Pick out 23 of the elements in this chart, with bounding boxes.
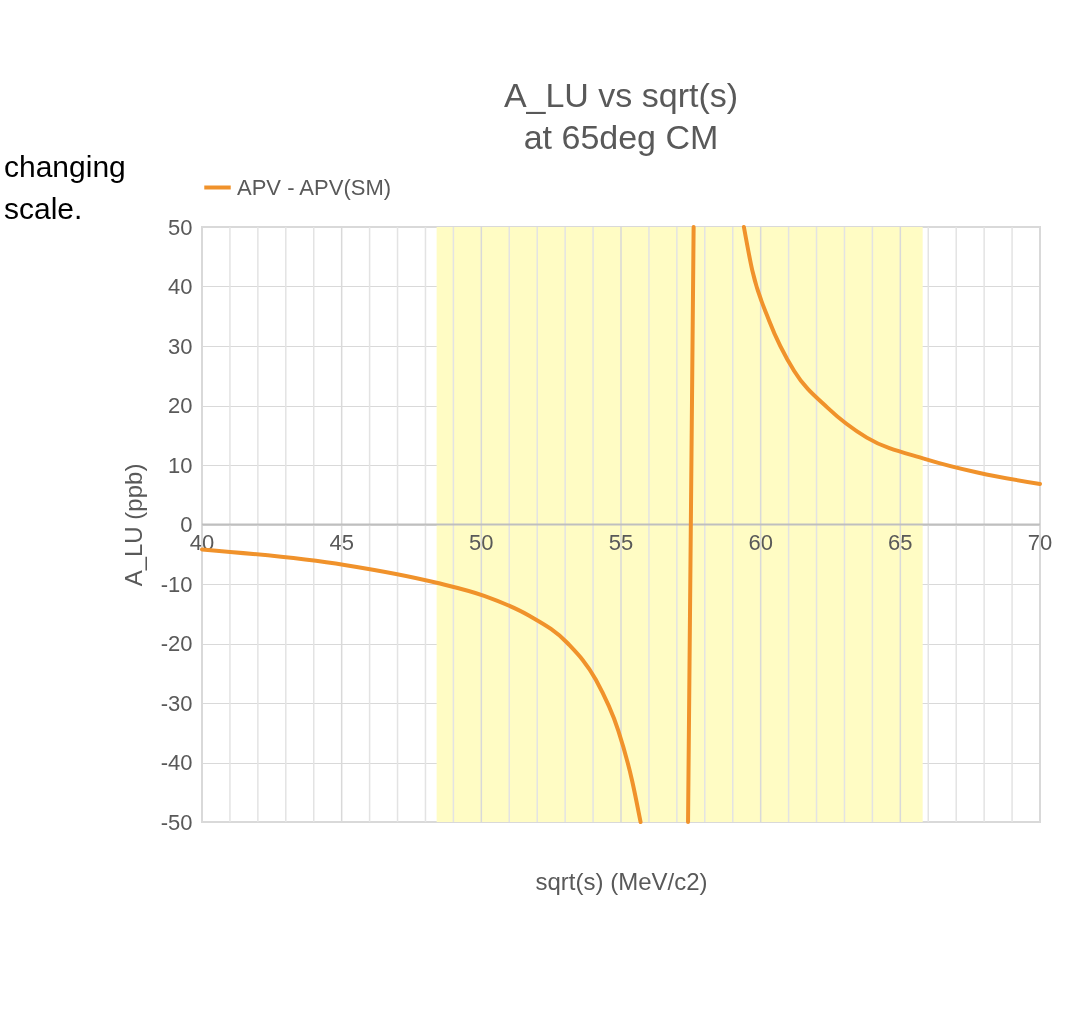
- y-tick-label: 0: [180, 512, 193, 537]
- x-tick-label: 65: [888, 529, 913, 555]
- legend-label: APV - APV(SM): [237, 174, 392, 200]
- y-tick-label: -40: [160, 750, 193, 775]
- x-tick-label: 50: [469, 529, 494, 555]
- y-tick-label: 50: [168, 214, 193, 240]
- y-tick-label: -20: [160, 631, 193, 656]
- x-tick-label: 55: [608, 529, 634, 555]
- y-tick-label: -10: [160, 571, 193, 597]
- x-tick-label: 45: [329, 529, 354, 555]
- y-tick-label: 40: [168, 274, 193, 299]
- y-axis-title: A_LU (ppb): [119, 463, 147, 587]
- y-tick-label: 10: [168, 452, 193, 478]
- y-tick-label: 20: [168, 393, 193, 418]
- chart-subtitle: at 65deg CM: [523, 118, 719, 156]
- chart-title: A_LU vs sqrt(s): [503, 76, 739, 114]
- y-tick-label: -50: [160, 809, 193, 835]
- x-axis-title: sqrt(s) (MeV/c2): [535, 867, 708, 895]
- x-tick-label: 60: [748, 529, 773, 555]
- text: changing scale.: [4, 149, 127, 227]
- x-tick-label: 70: [1027, 529, 1053, 555]
- y-tick-label: -30: [160, 690, 193, 716]
- y-tick-label: 30: [168, 333, 193, 359]
